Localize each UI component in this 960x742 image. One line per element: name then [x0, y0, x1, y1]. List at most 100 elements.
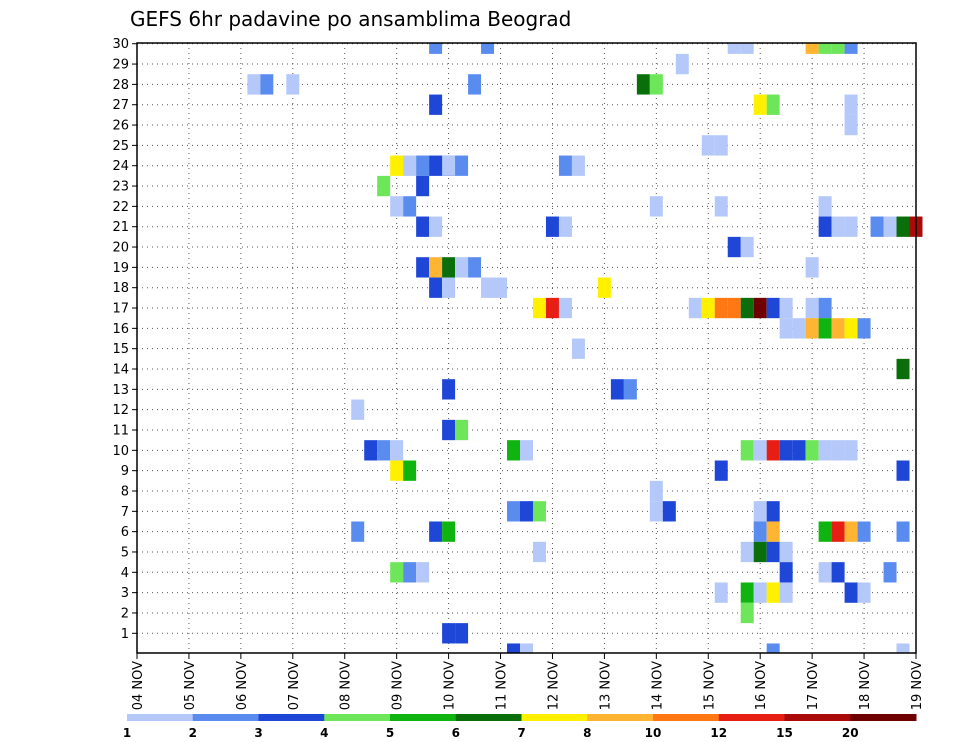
heatmap-cell	[792, 318, 806, 339]
heatmap-cell	[740, 297, 754, 319]
heatmap-cell	[831, 521, 845, 542]
plot-frame	[136, 42, 917, 654]
y-tick-label: 21	[112, 220, 129, 235]
y-tick-label: 25	[112, 139, 129, 154]
heatmap-cell	[364, 440, 378, 461]
colorbar-label: 7	[517, 726, 525, 740]
heatmap-cell	[896, 643, 910, 653]
heatmap-cell	[844, 94, 858, 115]
heatmap-cell	[390, 155, 404, 176]
heatmap-cell	[351, 521, 365, 542]
colorbar-swatch	[850, 714, 917, 721]
heatmap-cell	[286, 74, 300, 95]
y-tick-label: 18	[112, 281, 129, 296]
heatmap-cell	[883, 562, 897, 583]
heatmap-cell	[740, 541, 754, 563]
heatmap-cell	[805, 440, 819, 461]
heatmap-cell	[766, 440, 780, 461]
colorbar: 1 2 3 4 5 6 7 8 10 12 15 20	[123, 714, 917, 740]
heatmap-cell	[403, 155, 417, 176]
y-tick-label: 29	[112, 58, 129, 73]
heatmap-cell	[714, 582, 728, 603]
heatmap-cell	[390, 460, 404, 481]
heatmap-cell	[883, 216, 897, 237]
heatmap-cell	[714, 460, 728, 481]
heatmap-cell	[740, 602, 754, 624]
heatmap-cell	[766, 541, 780, 563]
heatmap-cell	[442, 521, 456, 542]
heatmap-cell	[571, 155, 585, 176]
heatmap-cell	[377, 440, 391, 461]
colorbar-label: 1	[123, 726, 131, 740]
heatmap-cell	[818, 216, 832, 237]
heatmap-cell	[545, 297, 559, 319]
heatmap-cell	[455, 257, 469, 278]
y-tick-label: 28	[112, 78, 129, 93]
x-tick-label: 17 NOV	[806, 661, 821, 710]
heatmap-cell	[442, 257, 456, 278]
axes: 1234567891011121314151617181920212223242…	[112, 37, 925, 710]
y-tick-label: 3	[121, 586, 129, 601]
heatmap-cell	[818, 297, 832, 319]
x-tick-label: 05 NOV	[183, 661, 198, 710]
x-tick-label: 06 NOV	[235, 661, 250, 710]
y-tick-label: 1	[121, 627, 129, 642]
x-tick-label: 09 NOV	[391, 661, 406, 710]
heatmap-cell	[403, 562, 417, 583]
y-tick-label: 5	[121, 545, 129, 560]
heatmap-cell	[740, 236, 754, 258]
heatmap-cell	[416, 155, 430, 176]
x-tick-label: 10 NOV	[443, 661, 458, 710]
heatmap-cell	[701, 135, 715, 156]
y-tick-label: 19	[112, 261, 129, 276]
colorbar-label: 10	[645, 726, 662, 740]
colorbar-swatch	[455, 714, 522, 721]
x-tick-label: 19 NOV	[910, 661, 925, 710]
colorbar-label: 12	[710, 726, 727, 740]
heatmap-cell	[831, 43, 845, 54]
colorbar-label: 2	[189, 726, 197, 740]
heatmap-cell	[766, 521, 780, 542]
heatmap-cell	[896, 216, 910, 237]
heatmap-cell	[753, 501, 767, 522]
heatmap-cell	[558, 297, 572, 319]
x-tick-label: 18 NOV	[858, 661, 873, 710]
heatmap-cell	[818, 440, 832, 461]
heatmap-cell	[390, 440, 404, 461]
heatmap-cell	[714, 297, 728, 319]
x-tick-label: 11 NOV	[495, 661, 510, 710]
heatmap-cell	[753, 94, 767, 115]
colorbar-swatch	[192, 714, 259, 721]
heatmap-cell	[623, 379, 637, 400]
heatmap-cell	[857, 521, 871, 542]
heatmap-cell	[766, 582, 780, 603]
y-tick-label: 8	[121, 484, 129, 499]
heatmap-cell	[779, 541, 793, 563]
heatmap-cell	[831, 318, 845, 339]
heatmap-cell	[714, 196, 728, 217]
heatmap-cell	[416, 562, 430, 583]
heatmap-cell	[818, 562, 832, 583]
heatmap-cell	[649, 196, 663, 217]
heatmap-cell	[442, 623, 456, 644]
y-tick-label: 9	[121, 464, 129, 479]
heatmap-cell	[442, 419, 456, 441]
heatmap-cell	[455, 419, 469, 441]
heatmap-cell	[507, 501, 521, 522]
heatmap-cell	[675, 53, 689, 75]
heatmap-cell	[779, 582, 793, 603]
heatmap-cell	[753, 541, 767, 563]
y-tick-label: 15	[112, 342, 129, 357]
heatmap-cell	[740, 440, 754, 461]
heatmap-cell	[429, 216, 443, 237]
heatmap-cell	[442, 155, 456, 176]
heatmap-cell	[857, 318, 871, 339]
heatmap-cell	[455, 155, 469, 176]
heatmap-cell	[727, 236, 741, 258]
heatmap-cell	[766, 297, 780, 319]
colorbar-swatch	[718, 714, 785, 721]
y-tick-label: 2	[121, 606, 129, 621]
x-tick-label: 15 NOV	[702, 661, 717, 710]
heatmap-cell	[844, 43, 858, 54]
